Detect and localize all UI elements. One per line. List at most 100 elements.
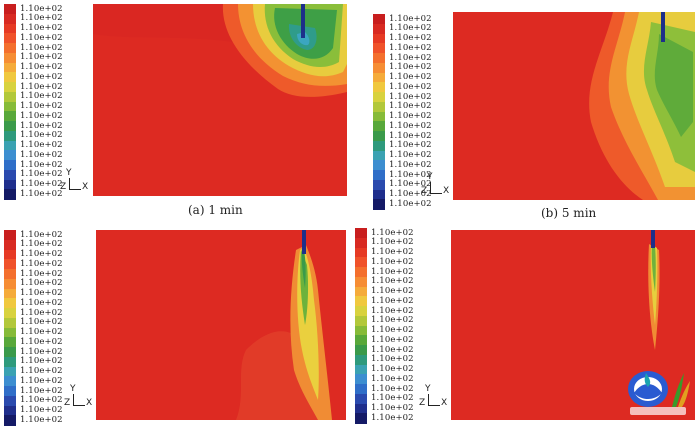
legend-swatch <box>373 140 385 151</box>
legend-swatch <box>373 101 385 112</box>
legend-swatch <box>4 121 16 132</box>
legend-label: 1.10e+02 <box>20 249 63 259</box>
legend-label: 1.10e+02 <box>20 91 63 102</box>
legend-label: 1.10e+02 <box>20 120 63 131</box>
axis-y-label: Y <box>70 384 76 394</box>
contour-plot-c <box>96 230 346 420</box>
legend-label: 1.10e+02 <box>389 189 432 199</box>
legend-swatch <box>4 62 16 73</box>
legend-swatch <box>4 395 16 406</box>
axis-y-line <box>73 394 74 405</box>
legend-label: 1.10e+02 <box>371 412 414 423</box>
legend-label: 1.10e+02 <box>20 258 63 269</box>
legend-label: 1.10e+02 <box>371 364 414 374</box>
legend-label: 1.10e+02 <box>20 405 63 415</box>
legend-label: 1.10e+02 <box>20 140 63 150</box>
legend-swatch <box>373 160 385 171</box>
legend-swatch <box>4 356 16 367</box>
color-legend-b: 1.10e+02 1.10e+02 1.10e+02 1.10e+02 1.10e+02… <box>373 13 433 210</box>
legend-swatch <box>4 13 16 24</box>
legend-swatch <box>373 92 385 103</box>
legend-label: 1.10e+02 <box>389 198 432 209</box>
legend-swatch <box>355 403 367 414</box>
legend-label: 1.10e+02 <box>20 169 63 180</box>
legend-label: 1.10e+02 <box>20 278 63 289</box>
legend-label: 1.10e+02 <box>371 286 414 296</box>
panel-b: 1.10e+02 1.10e+02 1.10e+02 1.10e+02 1.10e+02… <box>349 0 698 220</box>
legend-label: 1.10e+02 <box>20 62 63 72</box>
legend-swatch <box>4 33 16 44</box>
caption-b: (b) 5 min <box>541 206 597 220</box>
legend-label: 1.10e+02 <box>389 23 432 34</box>
axis-x-line <box>430 193 442 194</box>
legend-swatch <box>4 4 16 15</box>
legend-swatch <box>373 179 385 190</box>
legend-label: 1.10e+02 <box>20 375 63 386</box>
legend-swatch <box>4 327 16 338</box>
legend-label: 1.10e+02 <box>20 288 63 298</box>
legend-label: 1.10e+02 <box>20 149 63 160</box>
axis-x-line <box>428 405 440 406</box>
legend-swatch <box>355 247 367 258</box>
legend-swatch <box>355 315 367 326</box>
legend-swatch <box>4 140 16 151</box>
legend-label: 1.10e+02 <box>371 237 414 248</box>
caption-a: (a) 1 min <box>188 203 243 217</box>
legend-label: 1.10e+02 <box>20 317 63 328</box>
color-legend-c: 1.10e+02 1.10e+02 1.10e+02 1.10e+02 1.10e+02… <box>4 230 64 426</box>
legend-swatch <box>4 101 16 112</box>
axis-x-label: X <box>441 398 448 408</box>
legend-label: 1.10e+02 <box>20 13 63 24</box>
legend-label: 1.10e+02 <box>20 101 63 111</box>
legend-label: 1.10e+02 <box>389 52 432 63</box>
legend-swatch <box>4 288 16 299</box>
legend-swatch <box>373 131 385 142</box>
legend-swatch <box>4 43 16 54</box>
color-legend-a: 1.10e+02 1.10e+02 1.10e+02 1.10e+02 1.10e+02… <box>4 4 64 200</box>
axis-x-label: X <box>82 182 89 192</box>
legend-label: 1.10e+02 <box>371 227 414 238</box>
legend-label: 1.10e+02 <box>20 110 63 121</box>
legend-swatch <box>4 23 16 34</box>
legend-swatch <box>373 189 385 200</box>
legend-swatch <box>4 347 16 358</box>
legend-label: 1.10e+02 <box>20 327 63 337</box>
legend-swatch <box>373 111 385 122</box>
legend-swatch <box>355 345 367 356</box>
contour-plot-a <box>93 4 347 196</box>
axis-x-label: X <box>443 186 450 196</box>
legend-label: 1.10e+02 <box>20 307 63 318</box>
legend-swatch <box>4 111 16 122</box>
legend-label: 1.10e+02 <box>371 266 414 277</box>
legend-swatch <box>373 43 385 54</box>
axis-y-line <box>69 178 70 189</box>
legend-swatch <box>4 259 16 270</box>
legend-swatch <box>4 405 16 416</box>
legend-label: 1.10e+02 <box>389 179 432 190</box>
legend-label: 1.10e+02 <box>371 247 414 257</box>
axis-z-label: Z <box>64 398 71 408</box>
legend-swatch <box>4 52 16 63</box>
legend-swatch <box>373 62 385 73</box>
legend-label: 1.10e+02 <box>20 179 63 189</box>
axis-z-label: Z <box>421 186 428 196</box>
legend-label: 1.10e+02 <box>20 336 63 347</box>
legend-swatch <box>4 337 16 348</box>
legend-label: 1.10e+02 <box>371 344 414 355</box>
legend-swatch <box>373 150 385 161</box>
legend-label: 1.10e+02 <box>371 295 414 306</box>
legend-label: 1.10e+02 <box>371 315 414 326</box>
legend-label: 1.10e+02 <box>389 101 432 112</box>
legend-swatch <box>355 306 367 317</box>
legend-label: 1.10e+02 <box>371 373 414 384</box>
legend-label: 1.10e+02 <box>20 188 63 199</box>
legend-label: 1.10e+02 <box>20 297 63 308</box>
legend-label: 1.10e+02 <box>371 393 414 404</box>
legend-swatch <box>4 150 16 161</box>
legend-label: 1.10e+02 <box>389 13 432 24</box>
legend-swatch <box>4 239 16 250</box>
legend-swatch <box>373 82 385 93</box>
legend-label: 1.10e+02 <box>371 305 414 316</box>
legend-swatch <box>355 364 367 375</box>
axis-triad-d: Y Z X <box>419 384 453 412</box>
